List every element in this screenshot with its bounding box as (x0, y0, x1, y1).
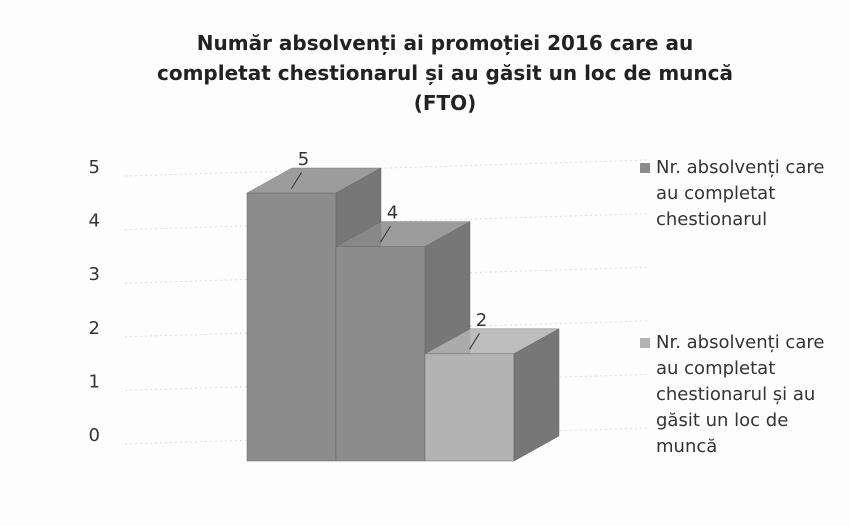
y-tick-label: 3 (89, 264, 100, 285)
data-label: 5 (298, 149, 309, 170)
label-leader (380, 225, 391, 243)
grid-line (124, 159, 651, 177)
legend-label: Nr. absolvenți care au completat chestio… (656, 332, 825, 457)
label-leader (469, 333, 480, 350)
legend-item: Nr. absolvenți care au completat chestio… (640, 155, 840, 233)
legend-swatch (640, 163, 650, 173)
bar-front (335, 246, 426, 462)
y-tick-label: 5 (89, 157, 100, 178)
data-label: 4 (387, 203, 398, 224)
legend-item: Nr. absolvenți care au completat chestio… (640, 330, 840, 460)
bar-side (513, 328, 560, 462)
bar (424, 328, 560, 462)
legend-label: Nr. absolvenți care au completat chestio… (656, 157, 825, 230)
bar-front (424, 353, 515, 462)
label-leader (291, 172, 302, 189)
legend-swatch (640, 338, 650, 348)
y-tick-label: 0 (89, 425, 100, 446)
bar-front (246, 192, 337, 462)
y-tick-label: 1 (89, 371, 100, 392)
chart-title: Număr absolvenți ai promoției 2016 care … (156, 31, 733, 115)
data-label: 2 (476, 310, 487, 331)
y-tick-label: 2 (89, 318, 100, 339)
y-tick-label: 4 (89, 211, 100, 232)
